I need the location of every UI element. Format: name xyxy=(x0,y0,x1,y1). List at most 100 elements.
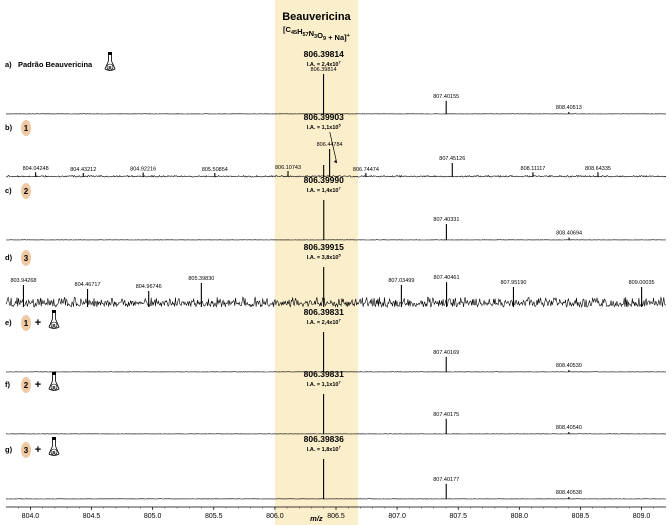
panel-letter: f) xyxy=(5,380,10,389)
flask-cap xyxy=(108,52,112,55)
panel-sample-label: Padrão Beauvericina xyxy=(18,60,93,69)
peak-label: 806.74474 xyxy=(353,167,379,173)
highlight-band xyxy=(274,0,358,525)
compound-formula: [C45H57N3O9 + Na]+ xyxy=(283,25,350,42)
spectrum-panel: 806.39814 807.40155 808.40513 806.39814I.A.… xyxy=(5,49,667,115)
peak-label: 807.40331 xyxy=(433,217,459,223)
flask-badge xyxy=(50,448,58,456)
x-tick-label: 805.0 xyxy=(144,513,162,520)
peak-label: 806.10743 xyxy=(275,165,301,171)
main-mz-label: 806.39831 xyxy=(304,369,344,379)
formula-part: 45 xyxy=(291,30,297,36)
flask-letter: B xyxy=(52,385,56,390)
intensity-label: I.A. = 1,4x107 xyxy=(307,186,342,195)
formula-part: 3 xyxy=(314,34,317,40)
chart-title: Beauvericina xyxy=(282,11,351,23)
x-tick-label: 806.0 xyxy=(266,513,284,520)
plus-sign: + xyxy=(35,317,41,329)
x-tick-label: 809.0 xyxy=(633,513,651,520)
standard-flask-icon: B xyxy=(48,310,60,329)
main-mz-label: 806.39814 xyxy=(304,49,344,59)
arrow-head xyxy=(333,160,337,163)
peak-label: 807.95190 xyxy=(500,280,526,286)
peak-label: 807.40169 xyxy=(433,350,459,356)
sample-tube-icon xyxy=(21,377,31,393)
peak-label: 807.40155 xyxy=(433,94,459,100)
x-axis-label: m/z xyxy=(310,514,323,523)
flask-cap xyxy=(52,437,56,440)
intensity-label: I.A. = 1,8x107 xyxy=(307,445,342,454)
intensity-label: I.A. = 2,4x107 xyxy=(307,60,342,69)
x-tick-label: 805.5 xyxy=(205,513,223,520)
peak-label: 808.40538 xyxy=(556,490,582,496)
intensity-exponent: 7 xyxy=(338,318,341,323)
x-tick-label: 807.5 xyxy=(449,513,467,520)
panel-letter: c) xyxy=(5,186,12,195)
peak-label: 806.44784 xyxy=(317,142,343,148)
formula-part: + Na] xyxy=(326,33,347,42)
formula-part: N xyxy=(309,29,314,38)
peak-label: 804.43212 xyxy=(70,167,96,173)
main-mz-label: 806.39990 xyxy=(304,175,344,185)
intensity-exponent: 5 xyxy=(338,123,341,128)
panel-letter: d) xyxy=(5,253,13,262)
formula-part: H xyxy=(297,27,302,36)
standard-flask-icon: B xyxy=(48,437,60,456)
peak-label: 807.40175 xyxy=(433,412,459,418)
peak-label: 808.40530 xyxy=(556,363,582,369)
x-tick-label: 808.0 xyxy=(511,513,529,520)
peak-label: 807.40177 xyxy=(433,477,459,483)
flask-outline xyxy=(104,55,116,71)
flask-outline xyxy=(48,375,60,391)
intensity-exponent: 7 xyxy=(338,380,341,385)
sample-tube-icon xyxy=(21,183,31,199)
panel-letter: a) xyxy=(5,60,12,69)
sample-number: 2 xyxy=(24,187,29,196)
formula-part: O xyxy=(317,31,323,40)
spectrum-trace xyxy=(5,174,667,178)
pointer-arrow xyxy=(329,131,338,164)
sample-number: 1 xyxy=(24,319,29,328)
peak-label: 808.64335 xyxy=(585,166,611,172)
panel-letter: b) xyxy=(5,123,13,132)
sample-tube-icon xyxy=(21,120,31,136)
intensity-label: I.A. = 1,1x105 xyxy=(307,123,342,132)
peak-label: 807.40461 xyxy=(434,275,460,281)
flask-letter: B xyxy=(52,450,56,455)
intensity-label: I.A. = 3,8x105 xyxy=(307,253,342,262)
peak-label: 808.40540 xyxy=(556,425,582,431)
flask-badge xyxy=(50,383,58,391)
flask-letter: B xyxy=(52,323,56,328)
standard-flask-icon: B xyxy=(48,372,60,391)
peak-label: 804.46717 xyxy=(75,282,101,288)
panel-letter: e) xyxy=(5,318,12,327)
formula-part: [C xyxy=(283,25,291,34)
peak-label: 808.40513 xyxy=(556,105,582,111)
peak-label: 808.40694 xyxy=(556,231,582,237)
x-tick-label: 806.5 xyxy=(327,513,345,520)
formula-part: 57 xyxy=(302,32,308,38)
main-mz-label: 806.39903 xyxy=(304,112,344,122)
peak-label: 808.11117 xyxy=(521,166,546,172)
flask-cap xyxy=(52,372,56,375)
flask-badge xyxy=(50,321,58,329)
sample-tube-icon xyxy=(21,250,31,266)
formula-part: 9 xyxy=(323,36,326,42)
flask-letter: B xyxy=(108,65,112,70)
spectrum-panel: 803.94268 804.46717 804.96746 805.39830 807.… xyxy=(5,242,667,309)
spectrum-trace xyxy=(5,296,667,309)
sample-number: 3 xyxy=(24,446,29,455)
intensity-label: I.A. = 2,4x107 xyxy=(307,318,342,327)
formula-part: + xyxy=(347,33,350,39)
peak-label: 805.39830 xyxy=(188,276,214,282)
intensity-exponent: 7 xyxy=(338,445,341,450)
peak-label: 806.39814 xyxy=(311,67,337,73)
x-tick-label: 804.0 xyxy=(22,513,40,520)
main-mz-label: 806.39836 xyxy=(304,434,344,444)
